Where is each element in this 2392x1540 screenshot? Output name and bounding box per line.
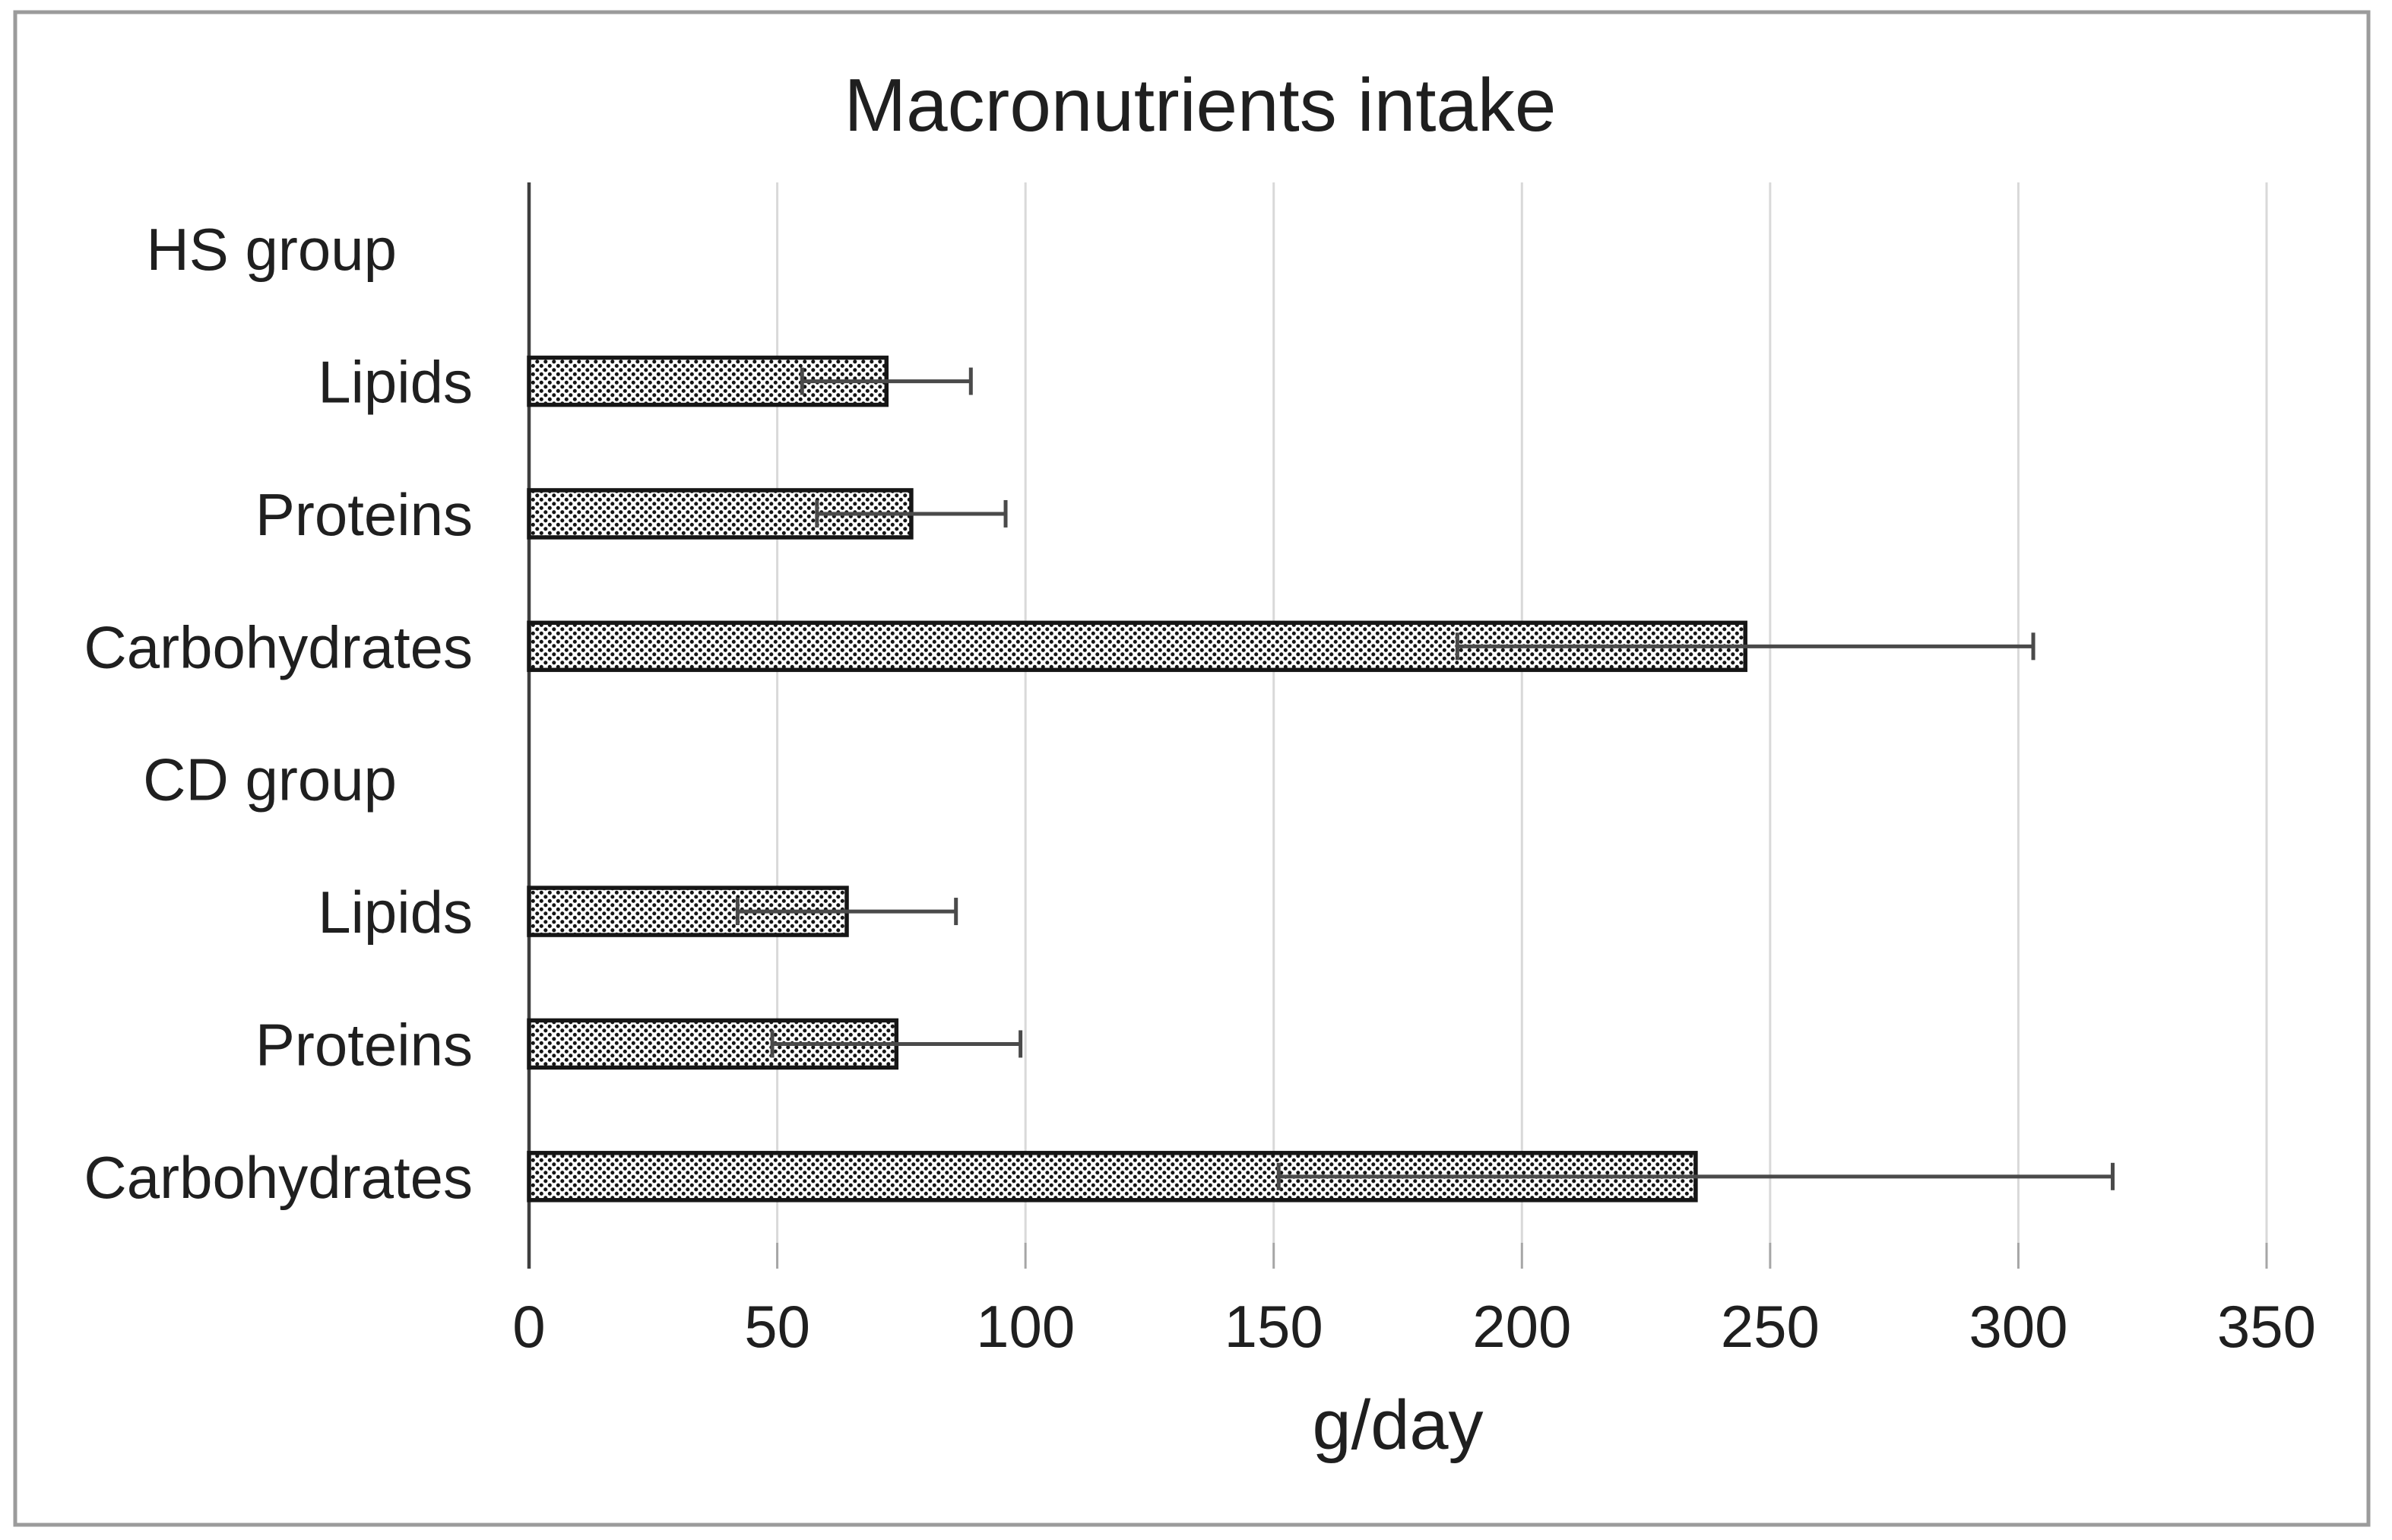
category-label: Lipids <box>318 349 473 416</box>
category-label: Carbohydrates <box>84 1144 473 1211</box>
x-tick-label: 50 <box>744 1293 810 1360</box>
x-tick-label: 300 <box>1969 1293 2067 1360</box>
category-label: Proteins <box>255 481 473 548</box>
x-tick-label: 200 <box>1472 1293 1571 1360</box>
category-label: Carbohydrates <box>84 613 473 680</box>
category-label: Lipids <box>318 879 473 946</box>
bar-carbohydrates-group2 <box>527 1151 1698 1203</box>
x-axis-label: g/day <box>1312 1386 1483 1464</box>
category-labels: HS group Lipids Proteins Carbohydrates CD gr… <box>84 216 473 1211</box>
chart-border <box>13 10 2371 1527</box>
category-label: Proteins <box>255 1011 473 1078</box>
x-tick-label: 250 <box>1721 1293 1820 1360</box>
gridlines <box>776 182 2268 1243</box>
group-label: CD group <box>143 746 397 813</box>
axis-ticks <box>528 1243 2268 1269</box>
error-bars <box>735 367 2115 1190</box>
group-label: HS group <box>146 216 397 283</box>
x-tick-label: 350 <box>2217 1293 2316 1360</box>
chart-title: Macronutrients intake <box>844 63 1557 147</box>
x-tick-label: 100 <box>976 1293 1075 1360</box>
x-tick-label: 0 <box>512 1293 545 1360</box>
x-tick-label: 150 <box>1225 1293 1323 1360</box>
bars <box>527 355 1747 1203</box>
x-tick-labels: 0 50 100 150 200 250 300 350 <box>512 1293 2316 1360</box>
